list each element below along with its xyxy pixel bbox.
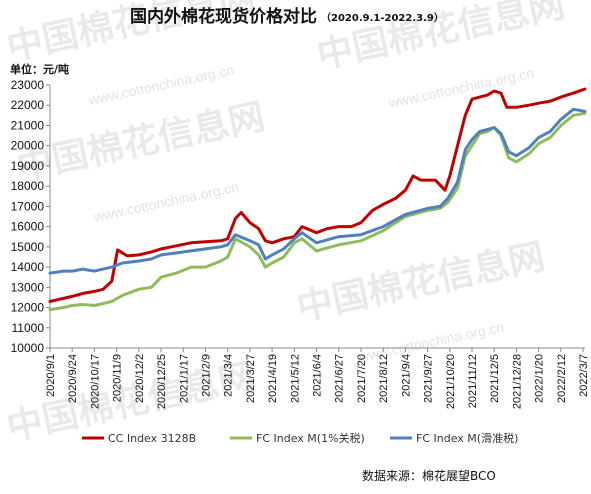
x-tick-label: 2021/1/17 <box>178 354 190 403</box>
watermark-text: 中国棉花信息网 <box>293 236 548 329</box>
y-tick-label: 16000 <box>11 220 45 234</box>
y-tick-label: 13000 <box>11 280 45 294</box>
series-layer <box>48 87 587 312</box>
y-tick-label: 14000 <box>11 260 45 274</box>
x-tick-label: 2020/12/2 <box>134 354 146 403</box>
watermark-url: www.cottonchina.org.cn <box>386 65 535 112</box>
x-tick-label: 2021/9/27 <box>423 354 435 403</box>
legend-label: CC Index 3128B <box>108 432 196 445</box>
x-tick-label: 2022/1/20 <box>534 354 546 403</box>
y-tick-label: 18000 <box>11 179 45 193</box>
x-tick-label: 2020/10/17 <box>89 354 101 409</box>
watermark-url: www.cottonchina.org.cn <box>86 62 235 109</box>
y-tick-label: 11000 <box>12 321 45 335</box>
series-line-2 <box>48 111 587 312</box>
y-tick-label: 22000 <box>11 98 45 112</box>
x-tick-label: 2021/3/27 <box>245 354 257 403</box>
x-tick-label: 2021/8/12 <box>378 354 390 403</box>
watermark-text: 中国棉花信息网 <box>13 96 268 189</box>
y-tick-label: 15000 <box>11 240 45 254</box>
x-tick-label: 2021/7/20 <box>356 354 368 403</box>
series-line-3 <box>48 107 587 275</box>
y-tick-label: 17000 <box>11 199 45 213</box>
watermark-layer: 中国棉花信息网 www.cottonchina.org.cn 中国棉花信息网 w… <box>3 0 568 449</box>
x-tick-label: 2020/12/25 <box>156 354 168 409</box>
legend: CC Index 3128B FC Index M(1%关税) FC Index M… <box>82 431 518 445</box>
x-tick-label: 2020/9/24 <box>67 354 79 403</box>
y-tick-label: 12000 <box>11 301 45 315</box>
x-tick-label: 2022/2/12 <box>556 354 568 403</box>
series-line-1 <box>48 87 587 303</box>
x-tick-label: 2021/5/12 <box>289 354 301 403</box>
legend-label: FC Index M(1%关税) <box>256 431 365 445</box>
x-tick-label: 2021/10/20 <box>445 354 457 409</box>
chart-title-text: 国内外棉花现货价格对比 <box>130 6 317 27</box>
y-tick-label: 21000 <box>11 118 45 132</box>
x-tick-label: 2020/11/9 <box>112 354 124 402</box>
y-tick-label: 10000 <box>11 341 45 355</box>
watermark-url: www.cottonchina.org.cn <box>91 179 240 226</box>
x-tick-label: 2021/4/19 <box>267 354 279 403</box>
y-axis: 10000 11000 12000 13000 14000 15000 16000 17000… <box>11 78 51 355</box>
x-tick-label: 2021/9/4 <box>400 354 412 397</box>
x-tick-label: 2021/12/28 <box>511 354 523 409</box>
x-axis: 2020/9/1 2020/9/24 2020/10/17 2020/11/9 2020… <box>45 347 590 409</box>
y-tick-label: 19000 <box>11 159 45 173</box>
legend-label: FC Index M(滑准税) <box>416 431 518 445</box>
x-tick-label: 2021/6/4 <box>312 354 324 397</box>
y-tick-label: 23000 <box>11 78 45 92</box>
y-tick-label: 20000 <box>11 139 45 153</box>
chart-subtitle: （2020.9.1-2022.3.9） <box>321 11 444 24</box>
x-tick-label: 2021/2/9 <box>200 354 212 397</box>
x-tick-label: 2020/9/1 <box>45 354 57 397</box>
x-tick-label: 2021/11/12 <box>467 354 479 408</box>
x-tick-label: 2022/3/7 <box>578 354 590 397</box>
x-tick-label: 2021/12/5 <box>489 354 501 403</box>
x-tick-label: 2021/6/27 <box>334 354 346 403</box>
x-tick-label: 2021/3/4 <box>223 354 235 397</box>
chart-title: 国内外棉花现货价格对比 （2020.9.1-2022.3.9） <box>130 6 444 27</box>
source-note: 数据来源：棉花展望BCO <box>362 468 496 483</box>
unit-label: 单位：元/吨 <box>10 62 69 76</box>
